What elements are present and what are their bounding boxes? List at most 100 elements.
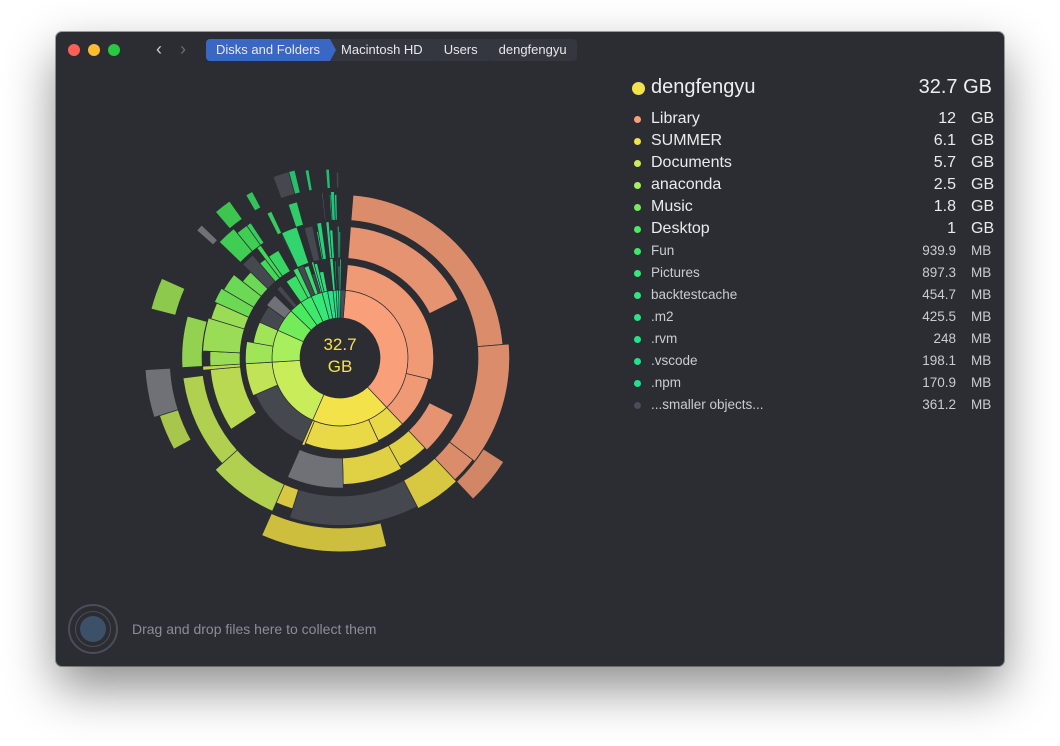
item-size-unit: MB (971, 243, 992, 258)
sub-segment[interactable] (159, 409, 192, 450)
sunburst-chart[interactable]: 32.7 GB (134, 132, 574, 572)
list-item[interactable]: SUMMER 6.1 GB (630, 130, 996, 152)
item-size-value: 939.9 (922, 243, 956, 258)
sub-segment[interactable] (196, 224, 218, 246)
item-size-value: 1 (947, 220, 956, 237)
sub-segment[interactable] (334, 260, 338, 291)
sub-segment[interactable] (245, 191, 262, 212)
sub-segment[interactable] (266, 210, 283, 236)
sub-segment[interactable] (345, 264, 434, 380)
summary-folder-name: dengfengyu (651, 76, 756, 98)
item-color-dot (634, 336, 641, 343)
zoom-button[interactable] (108, 44, 120, 56)
item-size-value: 425.5 (922, 309, 956, 324)
sub-segment[interactable] (287, 201, 304, 228)
close-button[interactable] (68, 44, 80, 56)
item-name: anaconda (651, 176, 722, 193)
sub-segment[interactable] (335, 171, 340, 189)
list-item[interactable]: backtestcache 454.7 MB (630, 284, 996, 306)
breadcrumb-dengfengyu[interactable]: dengfengyu (488, 39, 577, 61)
folder-color-dot (632, 82, 645, 95)
sub-segment[interactable] (261, 513, 387, 553)
item-color-dot (634, 182, 641, 189)
item-name: Desktop (651, 220, 710, 237)
sub-segment[interactable] (325, 168, 331, 189)
item-color-dot (634, 204, 641, 211)
sub-segment[interactable] (150, 278, 186, 316)
collector-ring-icon (75, 611, 111, 647)
sub-segment[interactable] (448, 343, 510, 462)
list-item[interactable]: anaconda 2.5 GB (630, 174, 996, 196)
forward-arrow-icon[interactable]: › (180, 39, 186, 59)
item-name: backtestcache (651, 287, 738, 302)
list-item[interactable]: .npm 170.9 MB (630, 372, 996, 394)
sub-segment[interactable] (334, 194, 338, 221)
item-size-unit: GB (971, 110, 995, 127)
sub-segment[interactable] (304, 169, 313, 192)
center-hole[interactable] (300, 318, 380, 398)
sub-segment[interactable] (289, 479, 418, 526)
item-name: .vscode (651, 353, 698, 368)
item-size-unit: GB (971, 198, 995, 215)
minimize-button[interactable] (88, 44, 100, 56)
sub-segment[interactable] (347, 226, 459, 315)
sub-segment[interactable] (303, 225, 321, 263)
list-item[interactable]: Library 12 GB (630, 108, 996, 130)
sub-segment[interactable] (288, 169, 301, 195)
sub-segment[interactable] (246, 222, 265, 246)
folder-summary: dengfengyu 32.7 GB Library 12 GB SUMMER 6.1 G… (630, 74, 996, 412)
sub-segment[interactable] (338, 231, 341, 259)
list-item[interactable]: .rvm 248 MB (630, 328, 996, 350)
item-color-dot (634, 380, 641, 387)
sub-segment[interactable] (287, 449, 344, 489)
app-window: ‹ › Disks and Folders Macintosh HD Users… (56, 32, 1004, 666)
sub-segment[interactable] (276, 285, 298, 309)
sub-segment[interactable] (321, 191, 327, 222)
sub-segment[interactable] (181, 315, 208, 368)
item-size-value: 454.7 (922, 287, 956, 302)
breadcrumb-disks-and-folders[interactable]: Disks and Folders (206, 39, 337, 61)
item-size-value: 5.7 (933, 154, 956, 171)
sub-segment[interactable] (339, 258, 342, 291)
sub-segment[interactable] (209, 350, 241, 367)
item-name: .npm (651, 375, 682, 390)
sub-segment[interactable] (456, 448, 505, 500)
list-item[interactable]: Desktop 1 GB (630, 218, 996, 240)
item-size-value: 248 (933, 331, 956, 346)
list-item[interactable]: Documents 5.7 GB (630, 152, 996, 174)
summary-header[interactable]: dengfengyu 32.7 GB (630, 74, 996, 102)
item-name: .m2 (651, 309, 674, 324)
item-name: ...smaller objects... (651, 397, 764, 412)
back-arrow-icon[interactable]: ‹ (156, 39, 162, 59)
sunburst-segments[interactable] (144, 168, 510, 553)
drop-hint-text: Drag and drop files here to collect them (132, 621, 377, 637)
item-size-unit: GB (971, 154, 995, 171)
collector-drop-target[interactable] (68, 604, 118, 654)
item-size-unit: GB (971, 220, 995, 237)
item-color-dot (634, 160, 641, 167)
item-name: Documents (651, 154, 732, 171)
item-color-dot (634, 314, 641, 321)
list-item[interactable]: .m2 425.5 MB (630, 306, 996, 328)
breadcrumb-macintosh-hd[interactable]: Macintosh HD (331, 39, 439, 61)
list-item[interactable]: .vscode 198.1 MB (630, 350, 996, 372)
sub-segment[interactable] (144, 367, 179, 418)
list-item[interactable]: Pictures 897.3 MB (630, 262, 996, 284)
item-color-dot (634, 116, 641, 123)
item-size-value: 6.1 (933, 132, 956, 149)
list-item[interactable]: Music 1.8 GB (630, 196, 996, 218)
sub-segment[interactable] (316, 222, 327, 260)
folder-contents-list: Library 12 GB SUMMER 6.1 GB Documents 5.7 GB anac… (630, 108, 996, 416)
item-size-value: 12 (938, 110, 956, 127)
list-item[interactable]: ...smaller objects... 361.2 MB (630, 394, 996, 416)
list-item[interactable]: Fun 939.9 MB (630, 240, 996, 262)
item-color-dot (634, 358, 641, 365)
sub-segment[interactable] (329, 229, 335, 259)
item-size-value: 361.2 (922, 397, 956, 412)
breadcrumb-users[interactable]: Users (433, 39, 494, 61)
center-value: 32.7 (323, 335, 356, 354)
sub-segment[interactable] (215, 200, 243, 230)
sub-segment[interactable] (182, 375, 238, 465)
sub-segment[interactable] (281, 226, 310, 268)
sub-segment[interactable] (268, 249, 291, 277)
